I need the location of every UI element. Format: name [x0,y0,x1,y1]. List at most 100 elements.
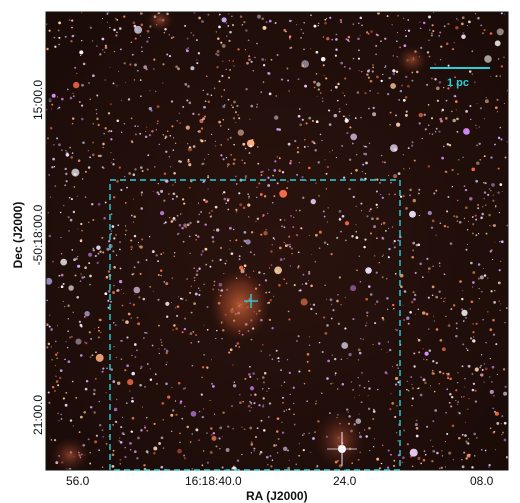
star [449,242,453,245]
star [229,30,232,34]
star [331,38,333,41]
star [248,197,250,199]
star [446,225,449,229]
star [212,432,216,435]
star [290,214,292,217]
star [423,358,425,360]
star [451,168,454,172]
star [252,70,254,72]
star [58,106,61,109]
star [359,34,361,36]
star [384,65,387,67]
star [187,85,190,88]
star [170,36,173,40]
star [492,333,496,336]
star [420,462,423,465]
star [322,36,325,38]
star [388,76,391,80]
star [92,153,95,157]
star [153,422,156,425]
star [476,103,478,105]
star [149,90,151,92]
star [288,318,291,321]
star [395,329,399,332]
star [243,162,246,165]
star [503,438,507,442]
star [444,117,448,120]
star [118,70,120,73]
star [172,184,174,186]
star-field-image [46,12,508,470]
star [71,117,75,120]
star [478,126,481,128]
star [441,455,444,457]
star [369,79,373,83]
star [197,287,200,289]
star [116,19,119,21]
star [103,51,106,53]
star [376,206,379,209]
star [277,357,280,360]
star [65,341,67,343]
star [160,436,164,440]
star [155,254,158,257]
star [207,100,210,103]
star [483,381,485,383]
star [71,122,74,125]
star [276,451,279,454]
star [98,329,100,332]
star [470,118,472,120]
star [173,252,176,254]
star [204,223,207,226]
star [110,151,112,154]
star [457,19,459,21]
star [280,369,282,371]
star [504,321,506,324]
star [372,343,374,346]
star [456,18,458,20]
star [216,50,220,53]
star [207,153,209,156]
star [89,462,92,465]
star [46,299,48,302]
star [183,457,187,460]
star [494,411,499,416]
star [102,49,104,51]
star [413,352,416,355]
star [358,394,360,396]
star [217,53,220,57]
star [445,411,447,414]
star [465,347,468,350]
star [155,129,157,131]
star [209,265,212,268]
star [350,285,357,292]
star [203,158,206,160]
star [442,372,445,375]
star [119,437,121,439]
star [125,202,127,204]
star [180,213,182,215]
star [127,312,131,316]
star [446,377,450,380]
star [49,126,53,130]
star [293,284,296,287]
star [124,234,127,236]
star [390,393,392,395]
star [62,204,65,207]
star [53,36,56,39]
star [412,241,416,245]
star [412,198,416,203]
star [170,301,172,304]
star [387,227,390,230]
star [455,399,457,402]
star [502,30,504,32]
star [163,199,166,202]
star [222,105,226,108]
star [300,28,303,31]
star [412,198,416,203]
star [65,180,68,183]
star [303,433,305,435]
star [136,316,139,319]
star [253,447,256,450]
star [68,19,71,21]
